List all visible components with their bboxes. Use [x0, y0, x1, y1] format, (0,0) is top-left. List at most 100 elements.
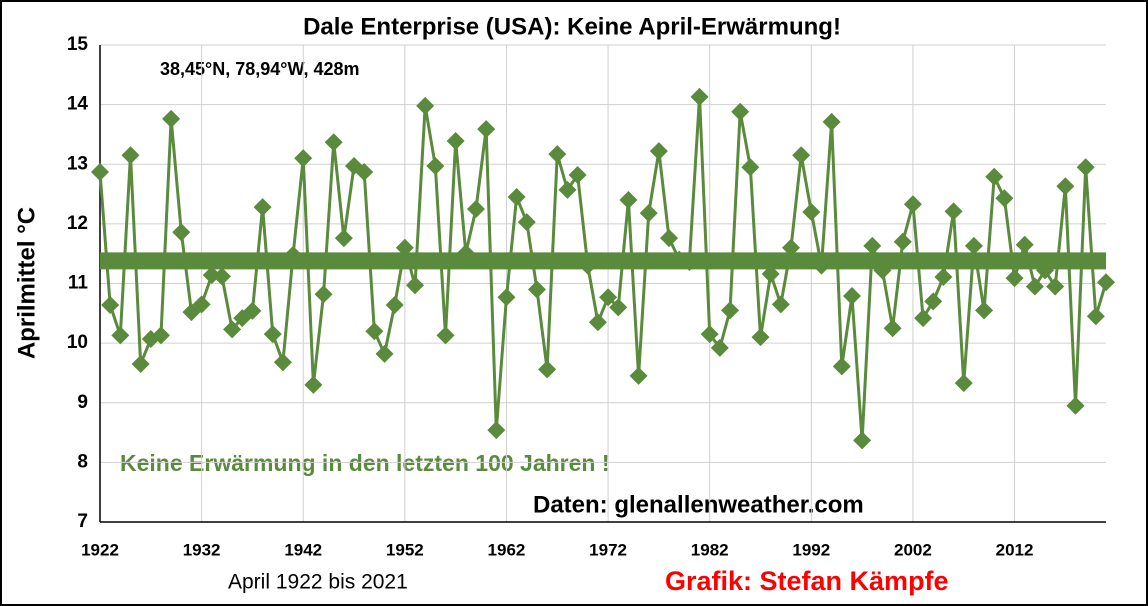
y-axis-label: Aprilmittel °C [13, 207, 40, 359]
marker [751, 328, 770, 347]
marker [1056, 177, 1075, 196]
x-tick-label: 1942 [284, 540, 322, 559]
marker [975, 301, 994, 320]
marker [212, 267, 231, 286]
marker [324, 133, 343, 152]
marker [995, 189, 1014, 208]
x-tick-label: 1982 [691, 540, 729, 559]
marker [497, 288, 516, 307]
marker [395, 238, 414, 257]
x-tick-label: 1922 [81, 540, 119, 559]
y-tick-label: 11 [68, 273, 89, 294]
marker [792, 146, 811, 165]
marker [314, 285, 333, 304]
marker [629, 366, 648, 385]
marker [903, 195, 922, 214]
marker [253, 198, 272, 217]
marker [619, 191, 638, 210]
marker [101, 295, 120, 314]
marker [284, 245, 303, 264]
marker [111, 326, 130, 345]
marker [822, 112, 841, 131]
marker [1015, 235, 1034, 254]
marker [477, 120, 496, 139]
marker [517, 213, 536, 232]
marker [507, 188, 526, 207]
marker [873, 261, 892, 280]
marker [334, 229, 353, 248]
marker [172, 223, 191, 242]
marker [680, 253, 699, 272]
marker [151, 326, 170, 345]
marker [538, 360, 557, 379]
y-tick-label: 13 [67, 153, 88, 174]
marker [456, 244, 475, 263]
x-tick-label: 2012 [996, 540, 1034, 559]
marker [812, 256, 831, 275]
annotation: Keine Erwärmung in den letzten 100 Jahre… [120, 450, 610, 476]
x-tick-label: 2002 [894, 540, 932, 559]
marker [385, 295, 404, 314]
y-tick-label: 15 [67, 34, 89, 55]
marker [660, 229, 679, 248]
y-tick-label: 8 [77, 451, 88, 472]
marker [365, 322, 384, 341]
marker [914, 309, 933, 328]
marker [761, 264, 780, 283]
y-tick-label: 14 [67, 94, 89, 115]
marker [416, 96, 435, 115]
marker [487, 421, 506, 440]
marker [588, 313, 607, 332]
marker [1025, 277, 1044, 296]
marker [568, 165, 587, 184]
annotation: Grafik: Stefan Kämpfe [665, 566, 949, 596]
marker [741, 158, 760, 177]
marker [91, 163, 109, 182]
marker [1036, 261, 1055, 280]
marker [599, 288, 618, 307]
marker [578, 256, 597, 275]
marker [294, 149, 313, 168]
y-tick-label: 12 [67, 213, 88, 234]
marker [639, 204, 658, 223]
marker [1086, 307, 1105, 326]
marker [223, 320, 242, 339]
marker [466, 199, 485, 218]
marker [700, 325, 719, 344]
y-tick-label: 7 [77, 511, 88, 532]
marker [304, 375, 323, 394]
x-tick-label: 1972 [589, 540, 627, 559]
marker [802, 202, 821, 221]
x-tick-label: 1992 [792, 540, 830, 559]
marker [1066, 396, 1085, 415]
marker [934, 267, 953, 286]
marker [1076, 158, 1095, 177]
marker [527, 280, 546, 299]
marker [985, 167, 1004, 186]
marker [1005, 269, 1024, 288]
data-line [98, 96, 1108, 441]
marker [558, 180, 577, 199]
x-tick-label: 1932 [183, 540, 221, 559]
marker [944, 202, 963, 221]
marker [649, 142, 668, 161]
marker [842, 287, 861, 306]
marker [924, 292, 943, 311]
subtitle: 38,45°N, 78,94°W, 428m [160, 59, 360, 79]
marker [121, 146, 140, 165]
marker [436, 326, 455, 345]
marker [771, 295, 790, 314]
marker [893, 232, 912, 251]
marker [243, 301, 262, 320]
marker [863, 236, 882, 255]
marker [548, 145, 567, 164]
marker [1046, 277, 1065, 296]
marker [609, 298, 628, 317]
marker [375, 344, 394, 363]
marker [690, 87, 709, 106]
chart-title: Dale Enterprise (USA): Keine April-Erwär… [303, 13, 841, 40]
marker [731, 102, 750, 121]
y-tick-label: 9 [77, 392, 88, 413]
